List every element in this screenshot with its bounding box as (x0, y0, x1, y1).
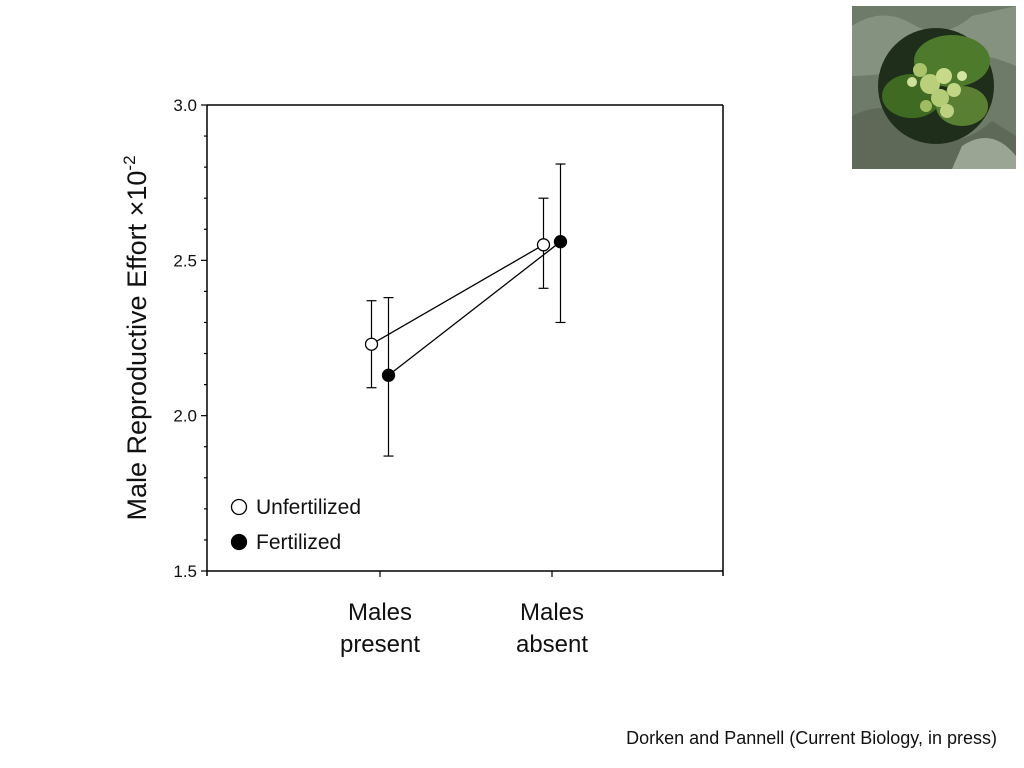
plant-flower-photo (852, 6, 1016, 169)
legend-label-fertilized: Fertilized (256, 531, 341, 554)
x-category-label-line2: present (340, 631, 420, 658)
legend-marker-unfertilized (230, 498, 248, 516)
y-tick-label: 2.0 (173, 407, 197, 426)
series-line-fertilized (388, 241, 561, 376)
data-point-unfertilized (364, 337, 379, 351)
data-point-fertilized (381, 368, 396, 382)
series-line-unfertilized (371, 244, 544, 345)
legend: Unfertilized Fertilized (230, 496, 361, 554)
legend-label-unfertilized: Unfertilized (256, 496, 361, 519)
y-tick-label: 2.5 (173, 251, 197, 270)
citation: Dorken and Pannell (Current Biology, in … (626, 728, 997, 748)
legend-marker-fertilized (230, 533, 248, 551)
y-axis-ticks: 1.5 2.0 2.5 3.0 (173, 96, 207, 581)
y-tick-label: 3.0 (173, 96, 197, 115)
plot-frame (206, 104, 724, 576)
x-category-label-line2: absent (516, 631, 588, 658)
data-point-fertilized (553, 235, 568, 249)
x-category-label-line1: Males (348, 599, 412, 626)
data-point-unfertilized (536, 238, 551, 252)
y-tick-label: 1.5 (173, 562, 197, 581)
x-axis-ticks: Males present Males absent (340, 571, 588, 658)
x-category-label-line1: Males (520, 599, 584, 626)
series-layer (364, 163, 568, 457)
y-axis-label: Male Reproductive Effort ×10-2 (120, 155, 152, 520)
